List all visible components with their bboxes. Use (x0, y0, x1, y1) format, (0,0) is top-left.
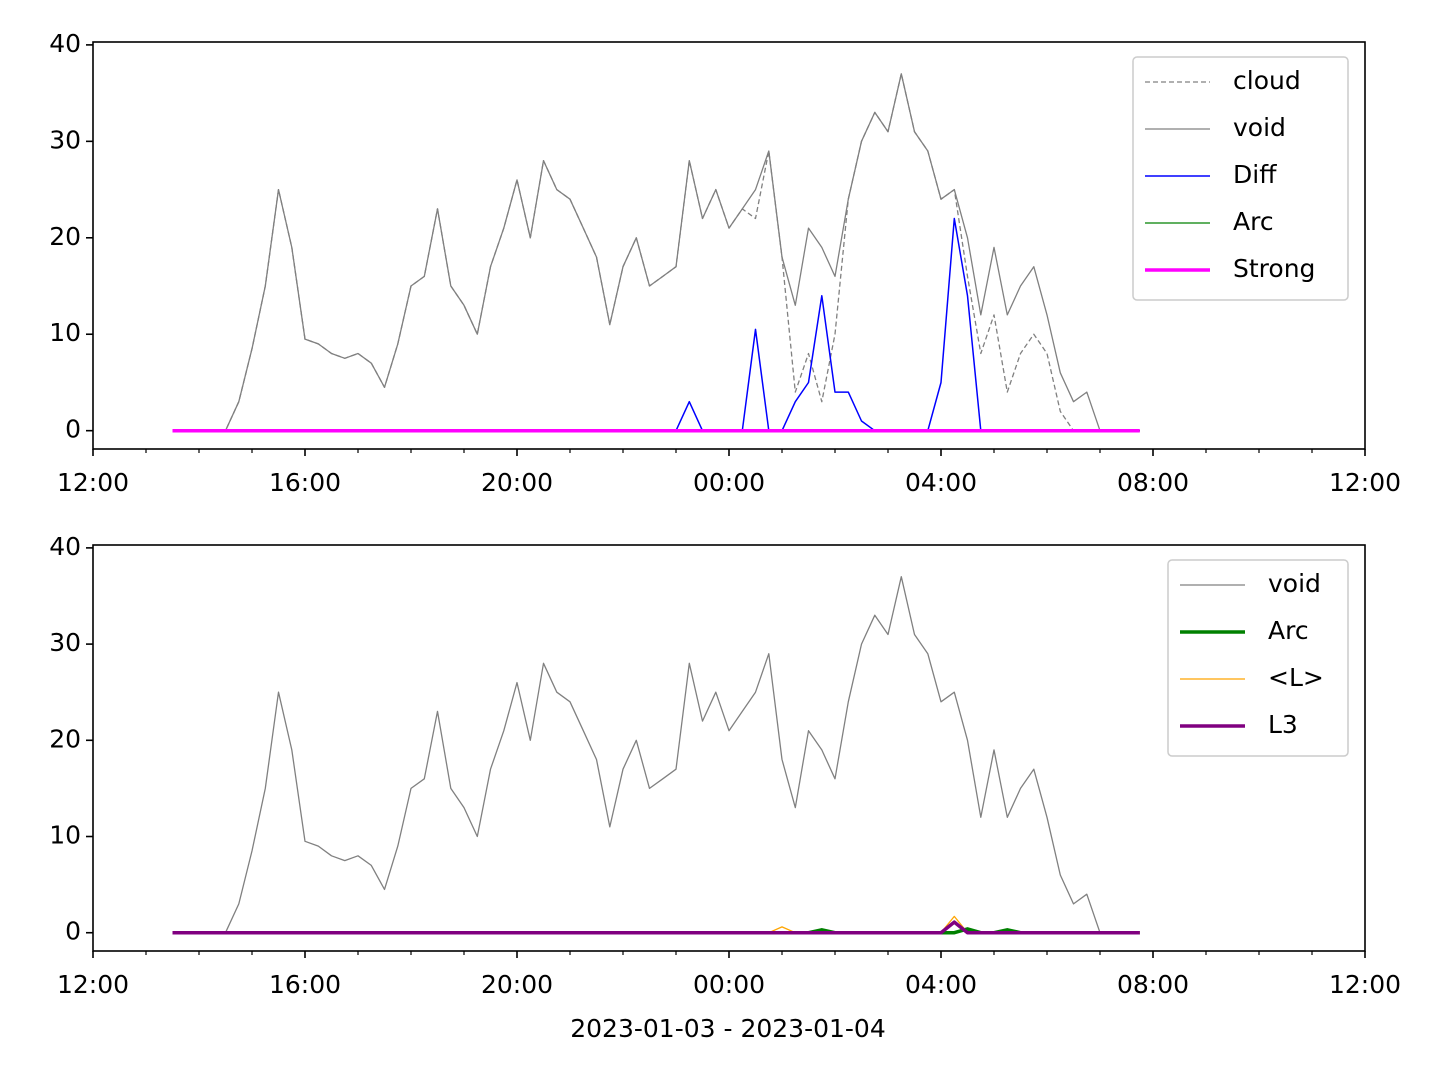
legend-label: L3 (1268, 710, 1298, 739)
x-tick-label: 12:00 (57, 970, 129, 999)
x-tick-label: 04:00 (905, 468, 977, 497)
x-tick-label: 16:00 (269, 468, 341, 497)
y-tick-label: 30 (49, 125, 81, 154)
x-axis-label: 2023-01-03 - 2023-01-04 (570, 1014, 886, 1043)
legend-label: cloud (1233, 66, 1301, 95)
y-tick-label: 10 (49, 821, 81, 850)
legend-label: Arc (1233, 207, 1274, 236)
legend-box (1167, 559, 1349, 757)
x-tick-label: 04:00 (905, 970, 977, 999)
plot-area (172, 73, 1140, 433)
legend-box (1132, 56, 1349, 301)
y-tick-label: 0 (65, 415, 81, 444)
x-tick-label: 20:00 (481, 970, 553, 999)
series-line (172, 576, 1140, 934)
legend-label: Strong (1233, 254, 1315, 283)
x-tick-label: 12:00 (1329, 468, 1401, 497)
legend-label: void (1268, 569, 1321, 598)
axes-frame (92, 544, 1366, 952)
x-tick-label: 12:00 (1329, 970, 1401, 999)
x-tick-label: 20:00 (481, 468, 553, 497)
plot-area (172, 576, 1140, 935)
legend-label: Arc (1268, 616, 1309, 645)
x-tick-label: 00:00 (693, 468, 765, 497)
x-tick-label: 12:00 (57, 468, 129, 497)
y-tick-label: 30 (49, 628, 81, 657)
legend-label: void (1233, 113, 1286, 142)
legend-label: <L> (1268, 663, 1324, 692)
x-tick-label: 08:00 (1117, 468, 1189, 497)
y-tick-label: 20 (49, 724, 81, 753)
series-line (172, 920, 1140, 935)
x-tick-label: 08:00 (1117, 970, 1189, 999)
legend-label: Diff (1233, 160, 1277, 189)
series-line (172, 915, 1140, 934)
y-tick-label: 0 (65, 917, 81, 946)
y-tick-label: 20 (49, 222, 81, 251)
y-tick-label: 10 (49, 318, 81, 347)
x-tick-label: 00:00 (693, 970, 765, 999)
y-tick-label: 40 (49, 532, 81, 561)
series-line (172, 73, 1140, 432)
axes-frame (92, 41, 1366, 450)
y-tick-label: 40 (49, 29, 81, 58)
x-tick-label: 16:00 (269, 970, 341, 999)
